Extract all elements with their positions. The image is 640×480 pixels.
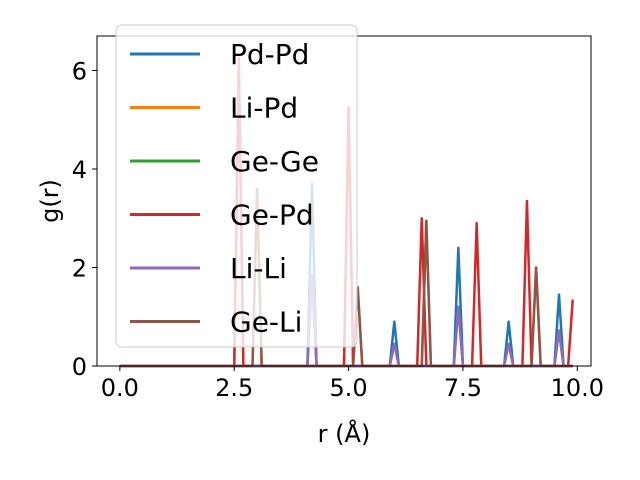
x-tick-label: 2.5 [215, 374, 253, 402]
y-tick-label: 6 [72, 57, 87, 85]
legend-label: Ge-Ge [230, 145, 319, 178]
x-axis: 0.0 2.5 5.0 7.5 10.0 [101, 366, 604, 402]
x-tick-label: 5.0 [329, 374, 367, 402]
y-tick-label: 4 [72, 156, 87, 184]
y-axis-label: g(r) [36, 179, 64, 223]
legend: Pd-Pd Li-Pd Ge-Ge Ge-Pd Li-Li Ge-Li [115, 24, 358, 348]
legend-label: Ge-Pd [230, 199, 314, 232]
legend-box [115, 24, 358, 348]
legend-label: Pd-Pd [230, 38, 309, 71]
x-tick-label: 0.0 [101, 374, 139, 402]
x-axis-label: r (Å) [318, 419, 371, 448]
y-axis: 0 2 4 6 [72, 57, 97, 381]
x-tick-label: 7.5 [444, 374, 482, 402]
legend-label: Li-Pd [230, 92, 298, 125]
legend-items: Pd-Pd Li-Pd Ge-Ge Ge-Pd Li-Li Ge-Li [130, 38, 319, 339]
y-tick-label: 2 [72, 254, 87, 282]
legend-label: Li-Li [230, 252, 287, 285]
y-tick-label: 0 [72, 353, 87, 381]
x-tick-label: 10.0 [551, 374, 604, 402]
legend-label: Ge-Li [230, 306, 302, 339]
